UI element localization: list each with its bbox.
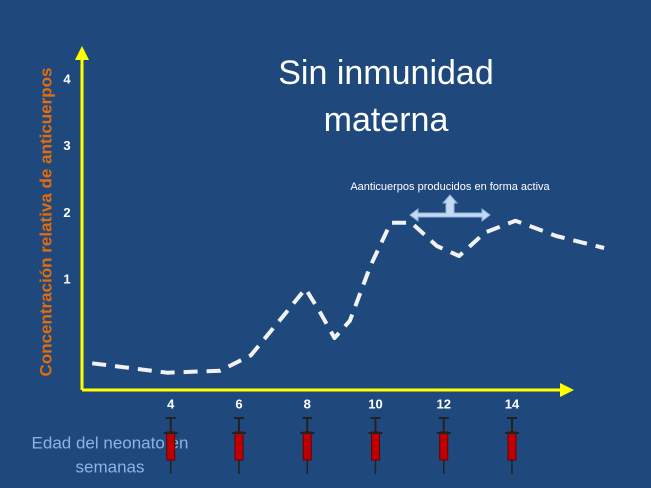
title-line: Sin inmunidad bbox=[278, 54, 493, 92]
syringe-body bbox=[507, 431, 517, 461]
x-axis-label: Edad del neonato en bbox=[32, 433, 189, 452]
annotation: Aanticuerpos producidos en forma activa bbox=[350, 181, 550, 193]
syringe bbox=[300, 417, 315, 474]
syringe-body bbox=[302, 431, 312, 461]
x-tick-label: 4 bbox=[167, 396, 175, 411]
x-tick-label: 12 bbox=[436, 396, 450, 411]
curve bbox=[91, 218, 605, 375]
syringe-body bbox=[234, 431, 244, 461]
y-tick-label: 2 bbox=[63, 205, 70, 220]
syringe bbox=[163, 417, 178, 474]
x-tick-label: 8 bbox=[304, 396, 311, 411]
syringe bbox=[436, 417, 451, 474]
y-tick-label: 3 bbox=[63, 138, 70, 153]
annotation-arrow bbox=[409, 194, 491, 222]
y-tick-label: 4 bbox=[63, 71, 71, 86]
x-tick-label: 14 bbox=[505, 396, 520, 411]
syringe bbox=[231, 417, 246, 474]
syringe-body bbox=[439, 431, 449, 461]
syringe bbox=[504, 417, 519, 474]
x-axis-label: semanas bbox=[76, 457, 145, 476]
x-tick-label: 10 bbox=[368, 396, 382, 411]
x-axis-arrow bbox=[560, 383, 574, 397]
y-axis-label: Concentración relativa de anticuerpos bbox=[36, 68, 55, 377]
title-line: materna bbox=[324, 101, 449, 139]
syringe-body bbox=[166, 431, 176, 461]
syringe bbox=[368, 417, 383, 474]
syringe-body bbox=[370, 431, 380, 461]
y-axis-arrow bbox=[75, 46, 89, 60]
x-tick-label: 6 bbox=[235, 396, 242, 411]
y-tick-label: 1 bbox=[63, 271, 70, 286]
